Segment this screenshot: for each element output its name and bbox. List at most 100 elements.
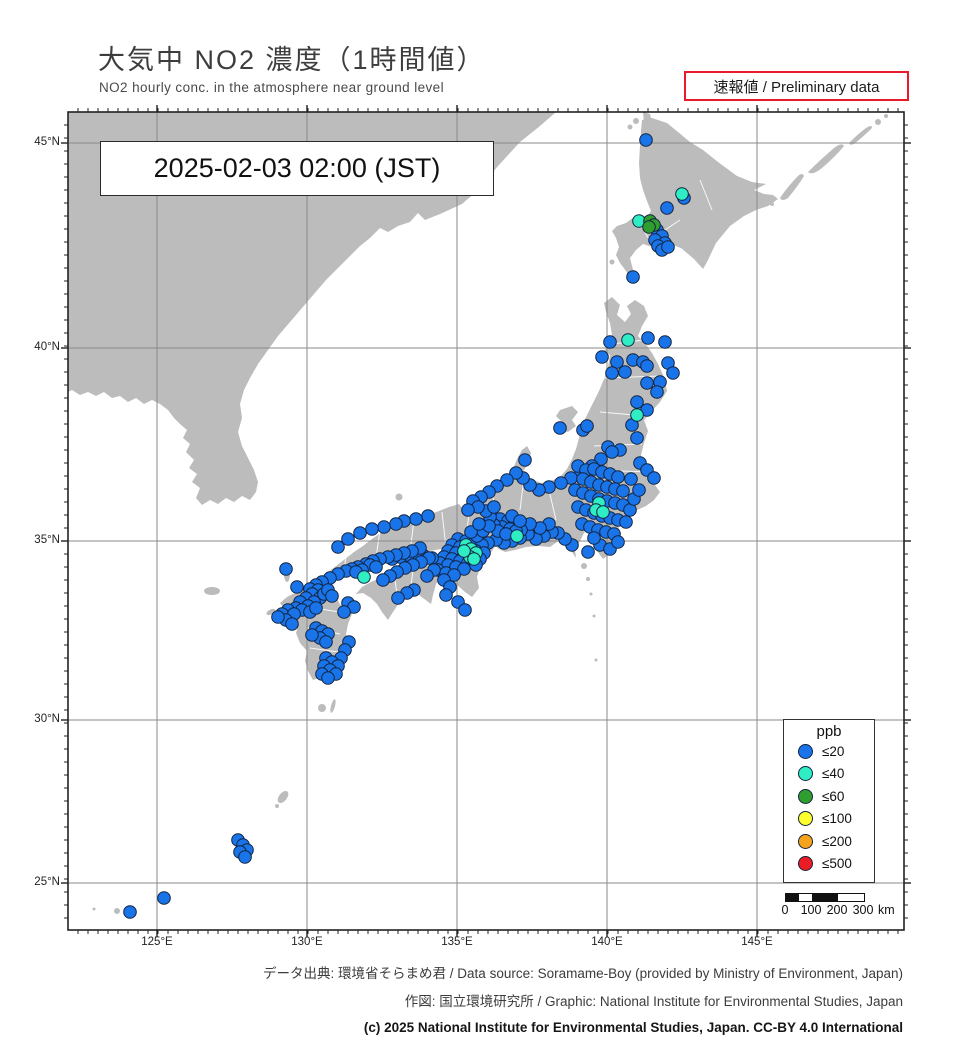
station-dot-le20 (389, 517, 403, 531)
lon-label: 140°E (591, 936, 623, 948)
station-dot-le20 (439, 588, 453, 602)
legend-color-dot (798, 856, 813, 872)
station-dot-le40 (630, 408, 644, 422)
legend: ppb ≤20 ≤40 ≤60 ≤100 ≤200 ≤500 (783, 719, 875, 883)
legend-entry-label: ≤40 (822, 766, 845, 782)
legend-color-dot (798, 743, 813, 759)
station-dot-le20 (658, 335, 672, 349)
station-dot-le20 (279, 562, 293, 576)
station-dot-le20 (420, 569, 434, 583)
land-izu-oshima (581, 563, 587, 569)
station-dot-le20 (369, 560, 383, 574)
land-izu-islet2 (589, 592, 593, 596)
station-dot-le20 (365, 522, 379, 536)
land-amami (277, 790, 289, 804)
land-yakushima (318, 704, 326, 712)
station-dot-le20 (605, 366, 619, 380)
land-urup (849, 126, 872, 145)
station-dot-le20 (157, 891, 171, 905)
station-dot-le20 (554, 476, 568, 490)
station-dot-le20 (457, 562, 471, 576)
timestamp-box: 2025-02-03 02:00 (JST) (100, 141, 494, 196)
station-dot-le20 (603, 335, 617, 349)
station-dot-le40 (357, 570, 371, 584)
station-dot-le20 (553, 421, 567, 435)
station-dot-le20 (458, 603, 472, 617)
station-dot-le20 (376, 573, 390, 587)
station-dot-le20 (500, 473, 514, 487)
land-okushiri (609, 259, 615, 265)
scale-bar-label: 100 (800, 903, 822, 917)
lon-label: 125°E (141, 936, 173, 948)
legend-entry-label: ≤60 (822, 788, 845, 804)
station-dot-le40 (596, 505, 610, 519)
station-dot-le20 (238, 850, 252, 864)
preliminary-data-badge: 速報値 / Preliminary data (684, 71, 909, 101)
station-dot-le20 (321, 671, 335, 685)
station-dot-le20 (626, 270, 640, 284)
lat-label: 30°N (34, 713, 60, 725)
station-dot-le20 (639, 133, 653, 147)
station-dot-le20 (472, 517, 486, 531)
scale-bar-segment (786, 894, 799, 901)
lon-label: 130°E (291, 936, 323, 948)
station-dot-le20 (409, 512, 423, 526)
station-dot-le20 (611, 535, 625, 549)
scale-bar-unit: km (878, 903, 895, 917)
station-dot-le20 (605, 445, 619, 459)
legend-row: ≤200 (784, 830, 874, 853)
station-dot-le40 (457, 544, 471, 558)
station-dot-le20 (499, 527, 513, 541)
timestamp-label: 2025-02-03 02:00 (JST) (153, 153, 441, 183)
station-dot-le20 (640, 359, 654, 373)
station-dot-le20 (123, 905, 137, 919)
station-dot-le20 (353, 526, 367, 540)
land-kunashiri (780, 174, 804, 200)
land-izu-islet (586, 577, 590, 581)
land-yonaguni (92, 907, 96, 911)
station-dot-le60 (642, 220, 656, 234)
station-dot-le20 (618, 365, 632, 379)
scale-bar-segment (812, 894, 838, 901)
station-dot-le20 (331, 540, 345, 554)
scale-bar-segment (838, 894, 864, 901)
legend-row: ≤20 (784, 740, 874, 763)
station-dot-le40 (510, 529, 524, 543)
station-dot-le20 (487, 500, 501, 514)
station-dot-le20 (271, 610, 285, 624)
land-oki (395, 493, 403, 501)
graphic-credit: 作図: 国立環境研究所 / Graphic: National Institut… (404, 994, 903, 1009)
page-title: 大気中 NO2 濃度（1時間値） (98, 45, 486, 75)
station-dot-le20 (290, 580, 304, 594)
legend-color-dot (798, 833, 813, 849)
legend-entry-label: ≤200 (822, 833, 852, 849)
station-dot-le20 (660, 201, 674, 215)
station-dot-le20 (337, 605, 351, 619)
station-dot-le20 (285, 617, 299, 631)
land-amami-islet (275, 804, 279, 808)
station-dot-le40 (675, 187, 689, 201)
station-dot-le20 (611, 470, 625, 484)
page-subtitle: NO2 hourly conc. in the atmosphere near … (99, 80, 444, 95)
scale-bar-segment (799, 894, 812, 901)
legend-row: ≤100 (784, 808, 874, 831)
station-dot-le20 (587, 531, 601, 545)
station-dot-le20 (641, 331, 655, 345)
lat-label: 45°N (34, 136, 60, 148)
scale-bar-label: 200 (826, 903, 848, 917)
map-frame (67, 111, 905, 931)
legend-color-dot (798, 788, 813, 804)
lon-label: 145°E (741, 936, 773, 948)
land-rishiri (633, 118, 639, 124)
station-dot-le20 (305, 628, 319, 642)
station-dot-le20 (647, 471, 661, 485)
station-dot-le20 (650, 385, 664, 399)
station-dot-le20 (619, 515, 633, 529)
station-dot-le20 (391, 591, 405, 605)
station-dot-le20 (309, 601, 323, 615)
legend-title: ppb (816, 723, 842, 740)
station-dot-le20 (580, 419, 594, 433)
legend-entry-label: ≤100 (822, 811, 852, 827)
land-kuril-islet2 (884, 114, 888, 118)
